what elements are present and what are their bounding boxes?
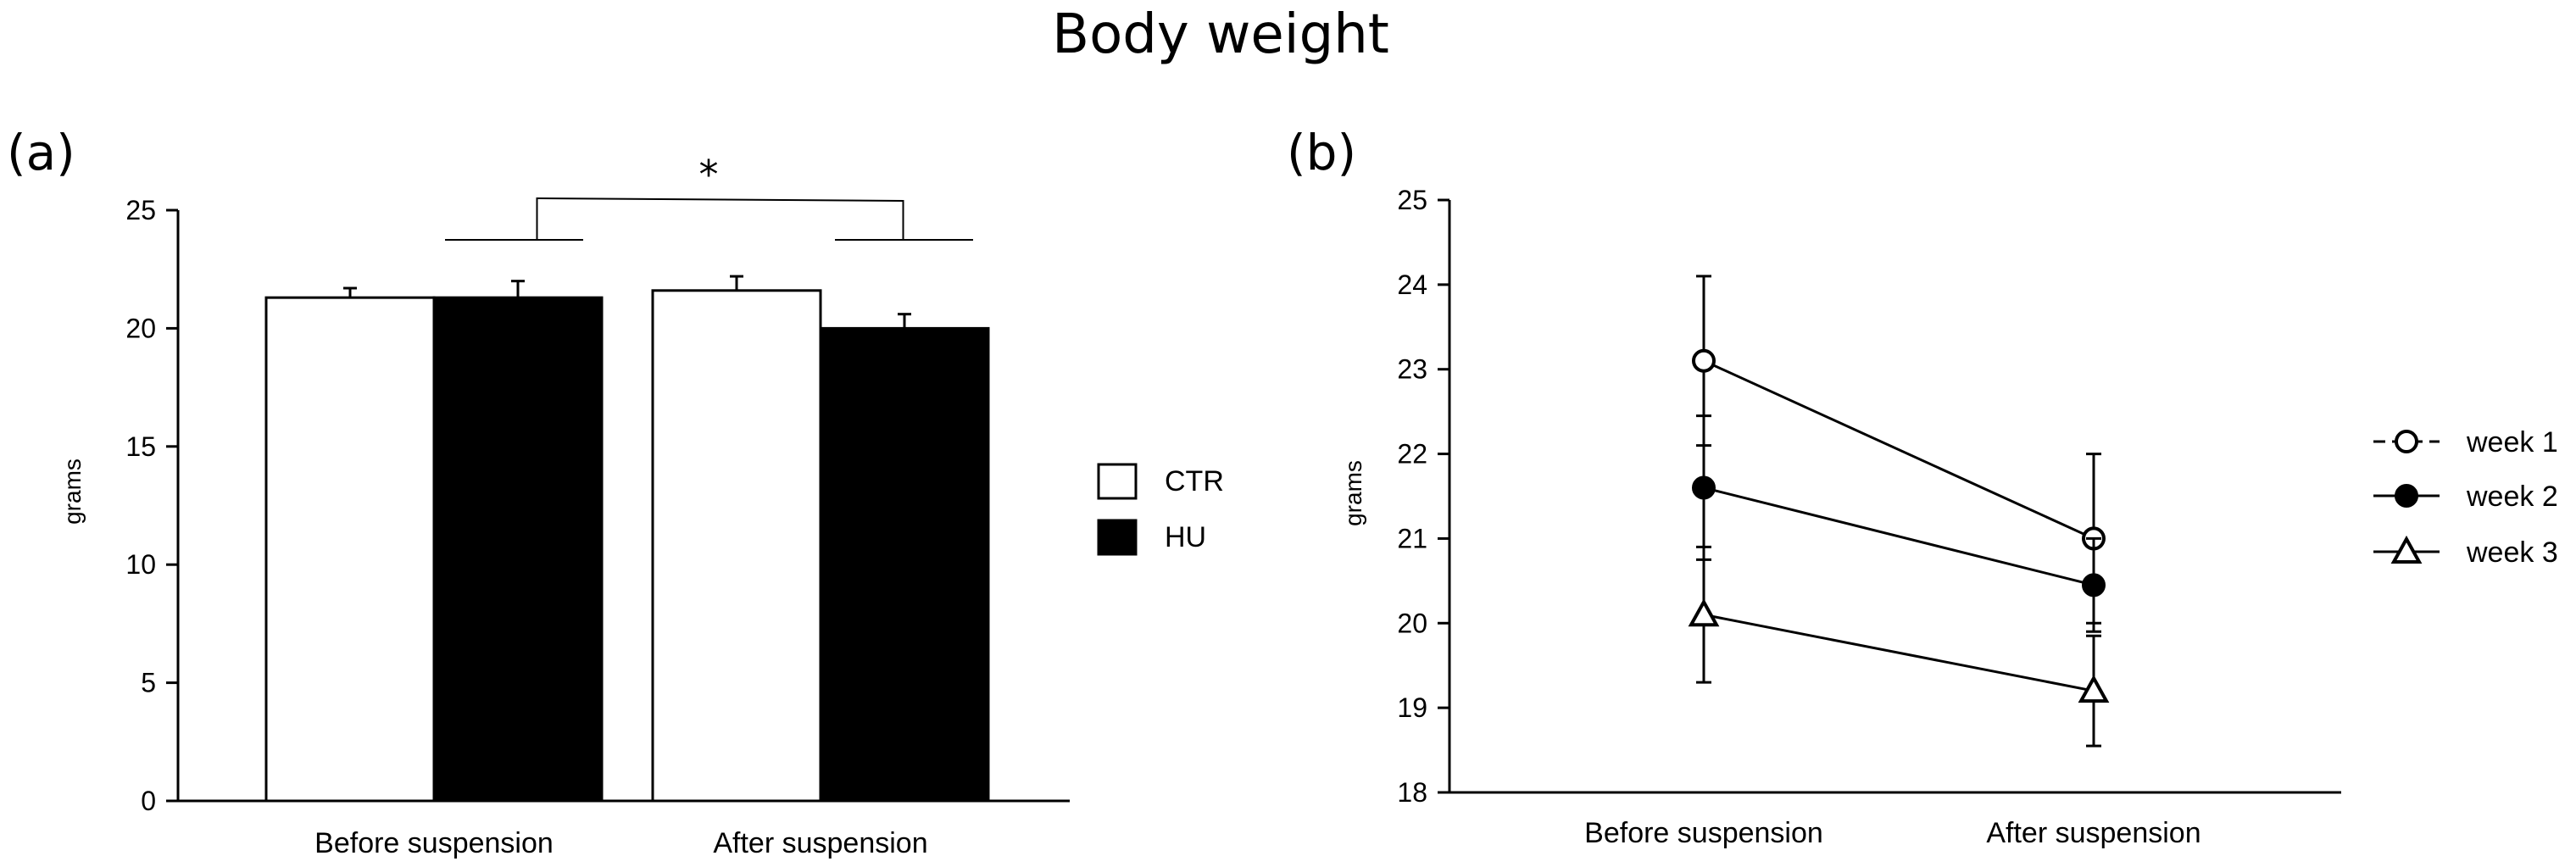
bar [651,289,822,803]
series-line [1703,613,2095,692]
bracket-connector [536,197,904,240]
y-tick-label: 24 [1397,270,1427,300]
legend-label: week 1 [2466,426,2558,459]
series-line [1703,359,2095,540]
panel-b-line-chart: (b) grams 18 19 20 21 22 23 24 25 Before suspens… [1287,124,2558,849]
significance-star: * [699,152,719,197]
legend-marker [2395,484,2418,508]
panel-a-bars [264,275,990,803]
panel-a-bar-chart: (a) grams 0 5 10 15 20 25 Before suspension Aft… [7,124,1224,859]
legend-label: CTR [1165,465,1224,497]
legend-swatch [1097,519,1138,556]
y-tick-label: 10 [125,549,156,580]
legend-label: week 2 [2466,481,2558,513]
y-tick-label: 18 [1397,777,1427,808]
bar [264,296,436,803]
series-week-2 [1692,414,2106,633]
panel-b-label: (b) [1287,124,1356,181]
y-tick-label: 25 [1397,185,1427,215]
legend-marker [2390,535,2423,564]
y-tick-label: 20 [125,313,156,343]
x-category-label: Before suspension [1584,817,1823,849]
y-tick-label: 20 [1397,608,1427,638]
figure-title: Body weight [1052,3,1389,66]
panel-a-y-axis-label: grams [59,459,86,525]
panel-a-label: (a) [7,124,75,181]
series-week-3 [1688,545,2110,748]
panel-a-significance-bracket: * [445,152,973,241]
bar [819,326,990,803]
y-tick-label: 25 [125,195,156,225]
data-point [2078,675,2110,703]
data-point [1692,475,1716,500]
legend-swatch [1097,463,1138,500]
data-point [1688,598,1720,627]
x-category-label: Before suspension [314,827,554,859]
y-tick-label: 19 [1397,692,1427,723]
legend-label: HU [1165,521,1206,553]
x-category-label: After suspension [1986,817,2200,849]
y-tick-label: 0 [141,786,156,816]
legend-label: week 3 [2466,536,2558,569]
data-point [2082,573,2106,597]
panel-b-y-axis-label: grams [1340,460,1366,526]
panel-a-legend: CTR HU [1097,463,1224,556]
panel-b-legend: week 1 week 2 week 3 [2373,426,2558,569]
y-tick-label: 23 [1397,354,1427,385]
legend-marker [2395,430,2418,453]
panel-b-axes: 18 19 20 21 22 23 24 25 Before suspension After s… [1397,185,2341,849]
panel-a-axes: 0 5 10 15 20 25 Before suspension After suspens… [125,195,1070,859]
series-line [1703,486,2095,586]
panel-b-series [1688,275,2110,748]
y-tick-label: 5 [141,668,156,698]
y-tick-label: 15 [125,431,156,462]
y-tick-label: 21 [1397,523,1427,553]
bar [432,296,604,803]
data-point [1692,348,1716,373]
x-category-label: After suspension [713,827,927,859]
y-tick-label: 22 [1397,439,1427,470]
